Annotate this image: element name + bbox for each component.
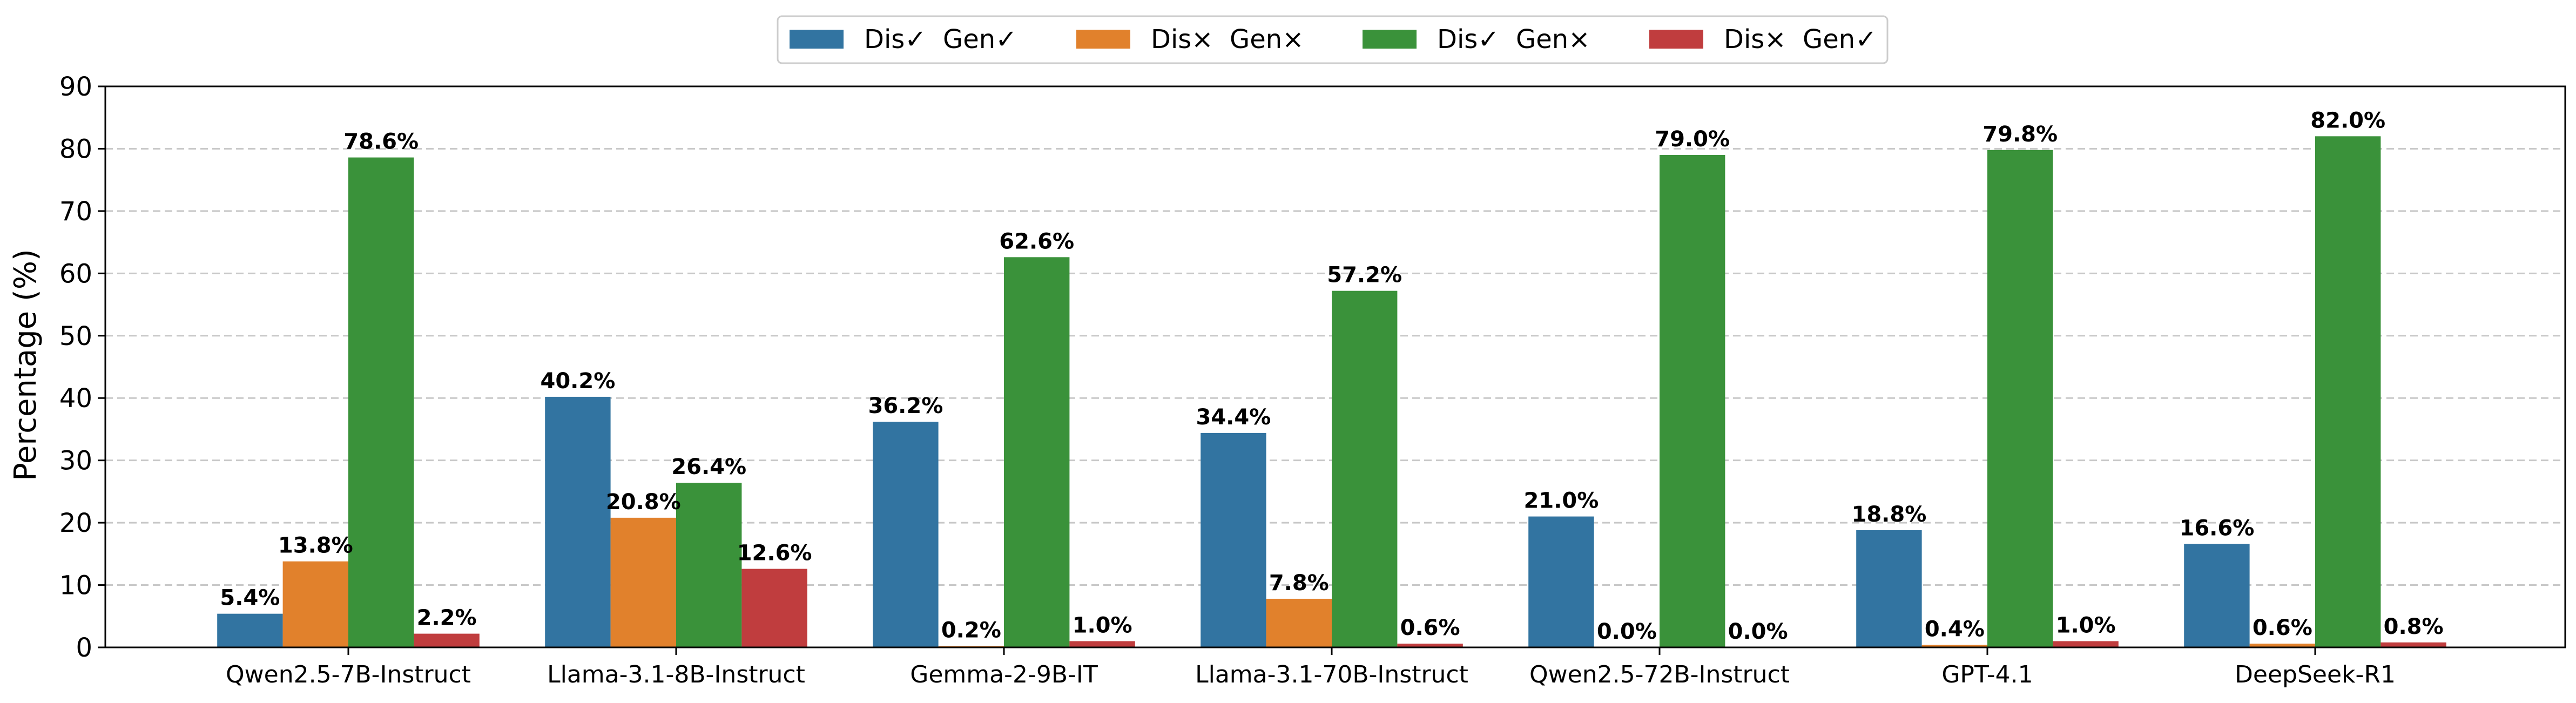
data-label: 1.0% [1073,613,1132,638]
bar-1-6 [1856,530,1922,647]
data-label: 13.8% [278,533,353,558]
bar-3-7 [2315,136,2381,647]
legend-swatch [790,30,844,49]
legend-swatch [1649,30,1703,49]
legend-label: Dis× Gen✓ [1724,24,1877,55]
bar-1-7 [2184,544,2250,647]
legend-label: Dis✓ Gen✓ [864,24,1017,55]
data-label: 2.2% [417,606,477,631]
data-label: 7.8% [1269,571,1329,596]
y-tick-label: 40 [59,383,92,414]
data-label: 34.4% [1196,405,1271,430]
bar-2-6 [1921,645,1987,647]
x-tick-label: Llama-3.1-8B-Instruct [547,661,805,688]
x-tick-label: Qwen2.5-7B-Instruct [226,661,471,688]
bar-3-6 [1987,150,2053,648]
legend-box [777,15,1889,64]
x-tick-label: Qwen2.5-72B-Instruct [1529,661,1790,688]
bar-1-4 [1201,432,1266,647]
data-label: 18.8% [1852,502,1927,527]
y-tick-label: 50 [59,321,92,352]
y-axis-title: Percentage (%) [8,249,43,481]
data-label: 0.4% [1925,617,1985,641]
bar-3-5 [1660,154,1725,647]
data-label: 79.8% [1982,122,2058,147]
bar-2-7 [2249,644,2315,647]
x-tick-label: GPT-4.1 [1941,661,2033,688]
y-tick-label: 90 [59,72,92,102]
bar-3-1 [348,157,414,647]
data-label: 21.0% [1524,489,1599,513]
bar-2-4 [1266,598,1332,647]
data-label: 40.2% [541,369,616,394]
x-axis-ticks: Qwen2.5-7B-Instruct Llama-3.1-8B-Instruct… [226,647,2396,688]
bar-4-4 [1397,644,1463,647]
data-label: 1.0% [2056,613,2116,638]
data-label: 82.0% [2310,108,2385,133]
bar-1-1 [217,613,283,647]
y-tick-label: 60 [59,259,92,289]
bar-4-6 [2053,641,2119,647]
data-label: 26.4% [671,455,746,479]
x-tick-label: Gemma-2-9B-IT [910,661,1098,688]
data-label: 0.2% [941,618,1001,643]
data-label: 0.0% [1728,619,1788,644]
data-label: 0.0% [1597,619,1657,644]
bar-4-1 [414,633,480,647]
bar-4-2 [741,569,807,647]
y-tick-label: 80 [59,134,92,164]
data-label: 0.6% [1400,616,1460,640]
y-tick-label: 10 [59,571,92,601]
data-label: 78.6% [343,130,419,154]
data-label: 12.6% [737,541,812,566]
bar-1-5 [1528,516,1594,647]
bar-1-3 [873,422,939,647]
data-label: 5.4% [220,586,280,611]
y-tick-label: 0 [76,633,92,663]
plot-frame [104,85,2566,648]
data-label: 0.6% [2253,616,2312,640]
bars [217,136,2446,648]
bar-4-3 [1069,641,1135,647]
y-tick-label: 30 [59,446,92,476]
bar-2-2 [610,517,676,647]
bar-2-1 [282,561,348,647]
data-labels: 5.4% 13.8% 78.6% 2.2% 40.2% 20.8% 26.4% 12.6% 36… [220,108,2443,644]
legend: Dis✓ Gen✓ Dis× Gen× Dis✓ Gen× Dis× Gen✓ [777,15,1889,64]
legend-label: Dis✓ Gen× [1437,24,1590,55]
data-label: 79.0% [1655,127,1730,152]
x-tick-label: Llama-3.1-70B-Instruct [1195,661,1468,688]
data-label: 36.2% [868,394,943,418]
legend-swatch [1363,30,1417,49]
bar-4-7 [2381,642,2446,647]
data-label: 62.6% [999,229,1074,254]
bar-3-3 [1004,257,1070,648]
bar-3-2 [676,483,742,647]
y-tick-label: 70 [59,197,92,227]
y-axis-ticks: 0 10 20 30 40 50 60 70 80 90 [59,72,105,663]
data-label: 57.2% [1327,263,1402,288]
x-tick-label: DeepSeek-R1 [2235,661,2396,688]
data-label: 16.6% [2180,516,2255,540]
data-label: 0.8% [2384,614,2444,639]
legend-label: Dis× Gen× [1151,24,1304,55]
bar-1-2 [545,396,611,647]
legend-swatch [1076,30,1130,49]
bar-3-4 [1332,290,1398,647]
y-tick-label: 20 [59,508,92,538]
data-label: 20.8% [606,490,681,515]
